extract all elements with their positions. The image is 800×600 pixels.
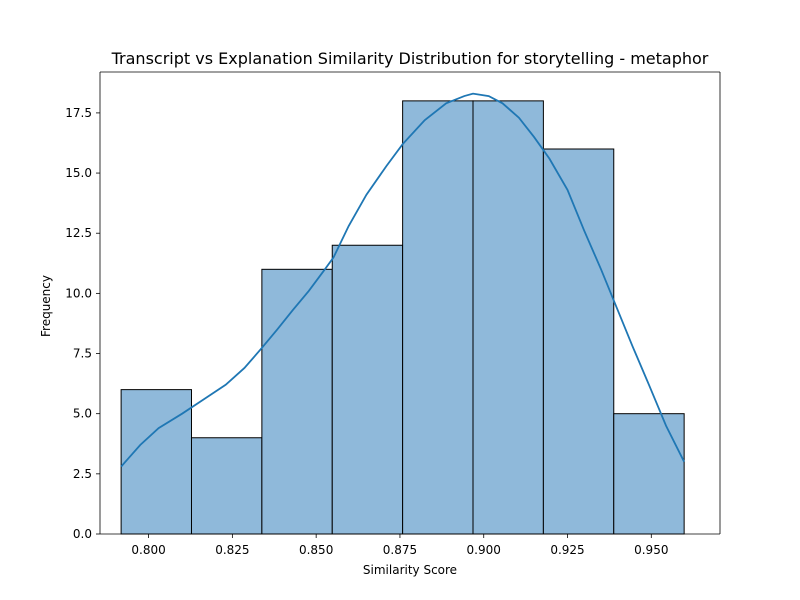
histogram-bar-7 (613, 413, 685, 535)
y-tick-label: 0.0 (73, 527, 92, 541)
y-tick-label: 2.5 (73, 467, 92, 481)
x-tick-label: 0.875 (383, 543, 417, 557)
histogram-bar-5 (472, 100, 544, 535)
histogram-bar-0 (120, 389, 192, 535)
x-tick-label: 0.900 (467, 543, 501, 557)
x-tick-label: 0.925 (550, 543, 584, 557)
histogram-bar-1 (190, 437, 263, 535)
kde-line (120, 92, 685, 468)
plot-area: 0.800 0.825 0.850 0.875 0.900 0.925 0.950 0.0 2.… (65, 71, 721, 557)
histogram-bar-6 (542, 148, 615, 535)
y-tick-label: 10.0 (65, 286, 92, 300)
chart-title: Transcript vs Explanation Similarity Dis… (111, 49, 709, 68)
y-axis-label: Frequency (39, 275, 53, 337)
y-tick-label: 7.5 (73, 347, 92, 361)
x-axis-label: Similarity Score (363, 563, 457, 577)
x-tick-label: 0.950 (634, 543, 668, 557)
x-tick-label: 0.800 (131, 543, 165, 557)
x-tick-label: 0.825 (215, 543, 249, 557)
y-tick-label: 12.5 (65, 226, 92, 240)
histogram-bar-4 (402, 100, 474, 535)
y-tick-label: 15.0 (65, 166, 92, 180)
x-tick-label: 0.850 (299, 543, 333, 557)
y-tick-label: 5.0 (73, 407, 92, 421)
y-tick-label: 17.5 (65, 106, 92, 120)
histogram-bar-2 (261, 268, 333, 535)
histogram-bar-3 (331, 244, 404, 535)
